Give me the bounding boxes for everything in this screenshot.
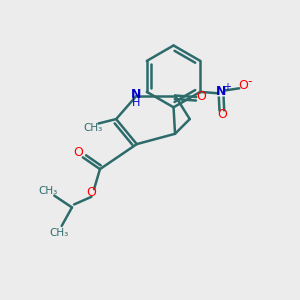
Text: -: - (248, 75, 252, 88)
Text: +: + (223, 82, 230, 92)
Text: O: O (217, 108, 227, 121)
Text: CH₃: CH₃ (38, 186, 58, 196)
Text: N: N (216, 85, 227, 98)
Text: H: H (132, 98, 140, 108)
Text: O: O (238, 79, 248, 92)
Text: O: O (73, 146, 83, 159)
Text: O: O (196, 90, 206, 103)
Text: O: O (86, 186, 96, 199)
Text: N: N (131, 88, 141, 101)
Text: CH₃: CH₃ (49, 228, 68, 238)
Text: CH₃: CH₃ (84, 123, 103, 133)
